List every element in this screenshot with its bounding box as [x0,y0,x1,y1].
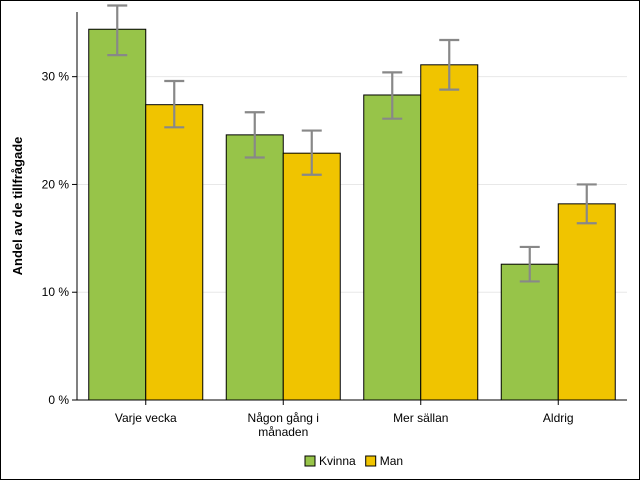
x-tick-label: Aldrig [543,411,574,425]
error-bar-man-4 [576,183,597,225]
y-tick-label: 30 % [42,70,70,84]
legend-item-kvinna: Kvinna [304,454,356,468]
x-tick-label: Mer sällan [393,411,448,425]
error-bar-kvinna-2 [244,111,265,159]
legend-item-man: Man [365,454,403,468]
legend-label: Kvinna [319,454,356,468]
bar-man-1 [145,104,204,401]
y-tick-label: 0 % [48,393,69,407]
bar-kvinna-3 [363,94,422,401]
error-bar-man-1 [164,79,185,129]
error-bar-man-3 [439,38,460,91]
legend: Kvinna Man [304,454,403,468]
axes: 0 % 10 % 20 % 30 % Varje vecka Någon gång i må… [42,12,627,439]
error-bar-kvinna-3 [382,71,403,120]
error-bar-kvinna-1 [107,4,128,57]
y-axis-label: Andel av de tillfrågade [10,137,25,276]
legend-swatch [304,455,316,467]
error-bar-man-2 [301,129,322,176]
legend-label: Man [380,454,403,468]
bars [88,28,616,401]
bar-kvinna-1 [88,28,147,401]
error-bar-kvinna-4 [519,245,540,283]
bar-man-3 [420,64,479,401]
x-tick-label: Någon gång i månaden [248,411,319,439]
bar-man-2 [282,152,341,401]
error-bars [107,4,597,283]
bar-kvinna-4 [500,263,559,401]
legend-swatch [365,455,377,467]
bar-man-4 [557,203,616,401]
y-tick-label: 10 % [42,285,70,299]
y-tick-label: 20 % [42,177,70,191]
bar-kvinna-2 [225,134,284,401]
x-tick-label: Varje vecka [115,411,177,425]
